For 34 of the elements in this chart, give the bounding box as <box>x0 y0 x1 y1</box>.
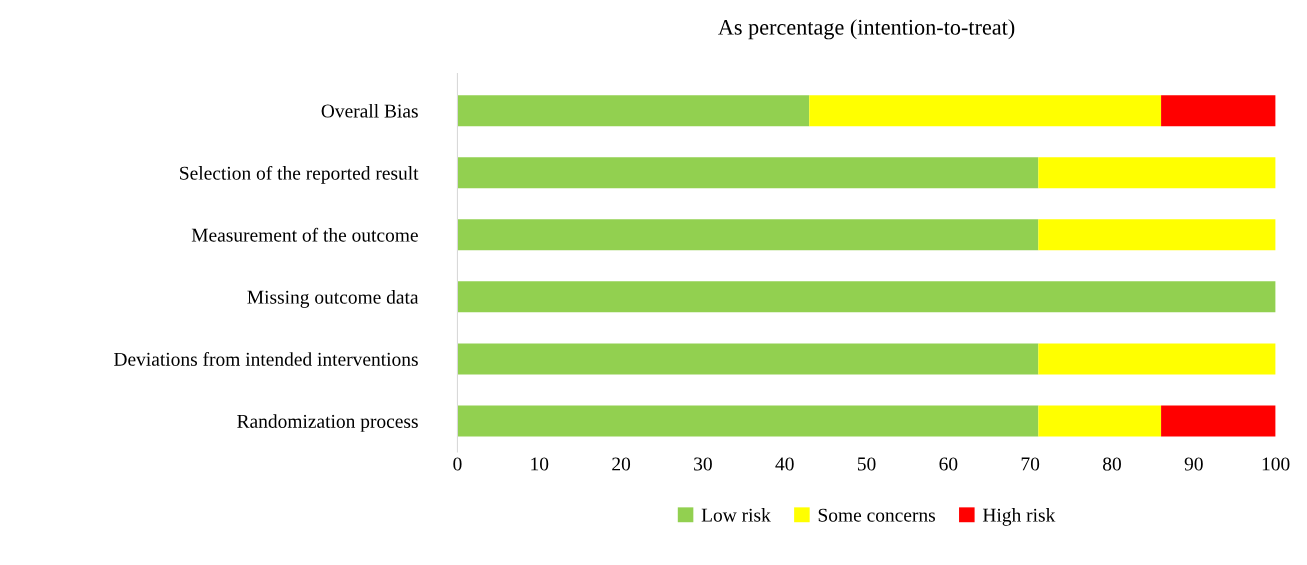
bar <box>1038 343 1276 375</box>
bar <box>1161 95 1276 127</box>
y-tick-label: Missing outcome data <box>247 290 419 308</box>
chart-title: As percentage (intention-to-treat) <box>718 19 1015 40</box>
x-tick-label: 50 <box>857 457 876 471</box>
x-tick-label: 40 <box>775 457 794 471</box>
bar <box>809 95 1162 127</box>
x-tick-label: 30 <box>694 457 712 471</box>
x-tick-label: 20 <box>612 457 631 471</box>
bar <box>457 405 1039 437</box>
legend-label: High risk <box>982 508 1056 526</box>
x-tick-label: 70 <box>1021 457 1040 471</box>
y-tick-label: Randomization process <box>237 414 418 432</box>
x-tick-label: 60 <box>939 457 958 471</box>
bar <box>457 281 1276 313</box>
bar <box>1038 405 1162 437</box>
bar <box>457 219 1039 251</box>
y-tick-label: Measurement of the outcome <box>191 227 418 242</box>
bar <box>457 157 1039 189</box>
legend-label: Some concerns <box>818 508 935 522</box>
bar <box>457 95 810 127</box>
bar <box>1038 219 1276 251</box>
y-tick-label: Selection of the reported result <box>180 165 419 184</box>
bar <box>457 343 1039 375</box>
y-tick-label: Overall Bias <box>321 103 418 118</box>
x-tick-label: 90 <box>1184 457 1203 471</box>
x-tick-label: 0 <box>453 457 462 471</box>
bar <box>1161 405 1276 437</box>
x-tick-label: 100 <box>1262 457 1290 471</box>
y-tick-label: Deviations from intended interventions <box>114 351 418 366</box>
x-tick-label: 10 <box>531 457 549 471</box>
legend-label: Low risk <box>701 508 771 522</box>
x-tick-label: 80 <box>1103 457 1121 471</box>
bar <box>1038 157 1276 189</box>
